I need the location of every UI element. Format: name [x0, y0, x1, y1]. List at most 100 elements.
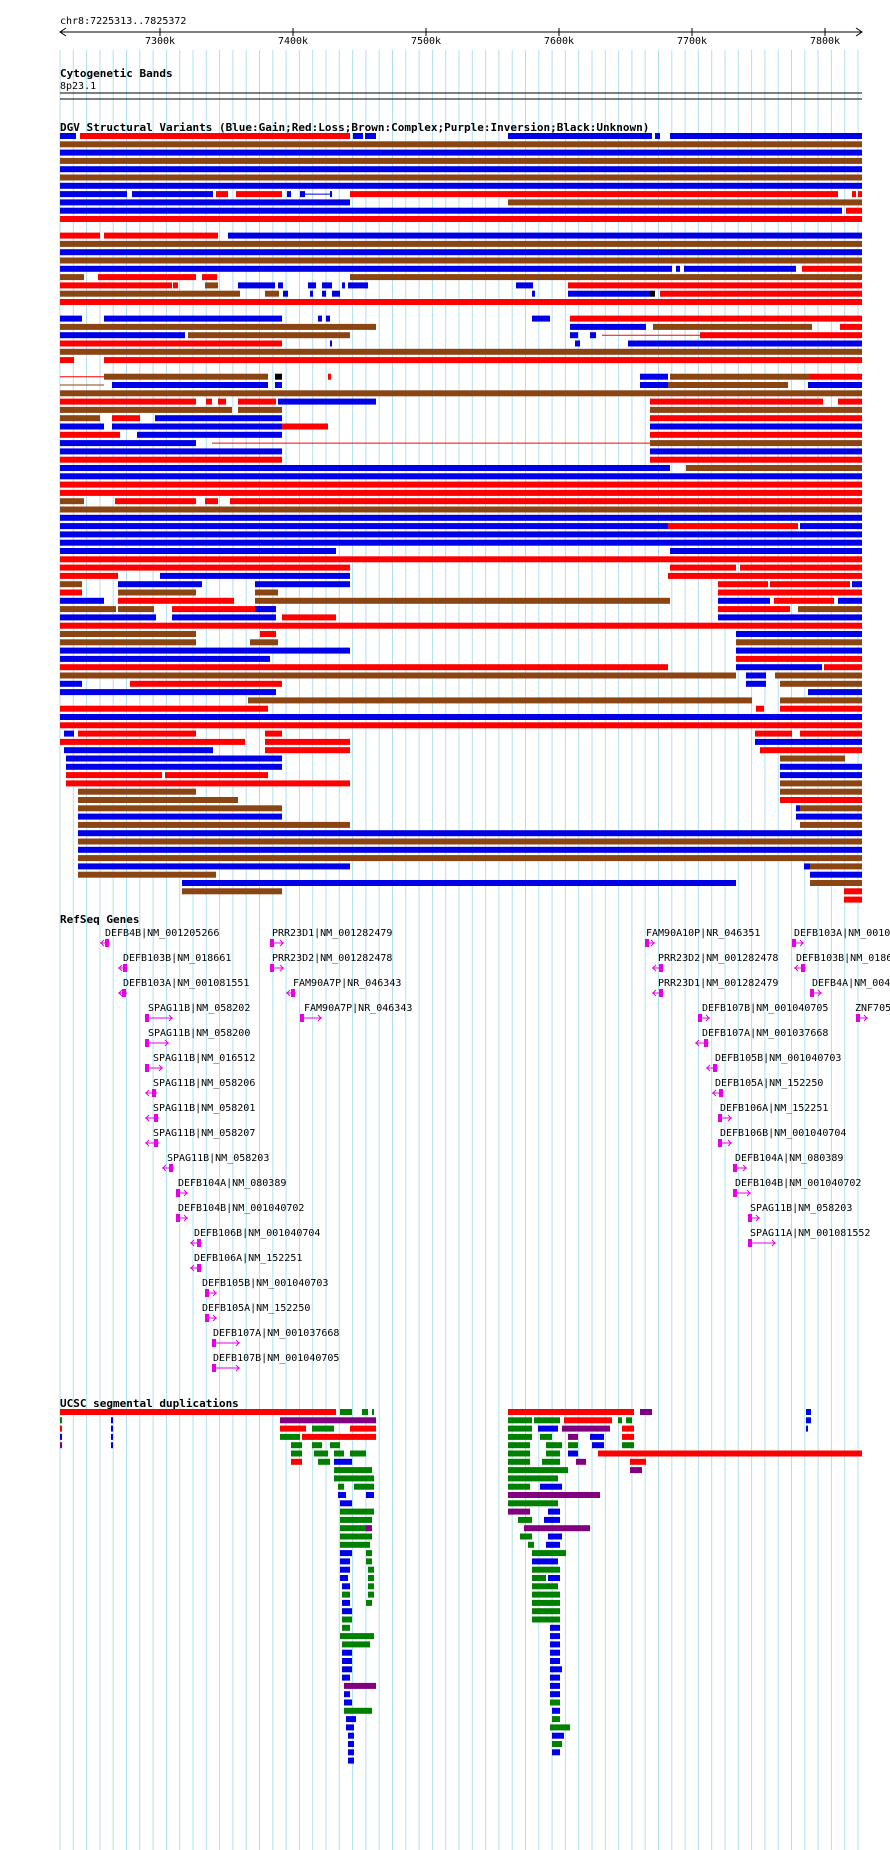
loss-variant: [668, 572, 862, 579]
unknown-variant: [650, 290, 655, 297]
gene-exon: [270, 964, 274, 972]
segdup-green: [342, 1616, 352, 1623]
loss-variant: [780, 797, 862, 803]
segdup-blue: [340, 1575, 348, 1581]
gain-variant: [64, 730, 74, 737]
gene-label: SPAG11B|NM_058207: [153, 1128, 255, 1139]
gene-label: DEFB104A|NM_080389: [735, 1153, 843, 1164]
gain-variant: [66, 755, 282, 762]
segdup-green: [334, 1450, 344, 1457]
gene-label: DEFB103A|NM_0010: [794, 928, 890, 939]
gene-exon: [145, 1064, 149, 1072]
loss-variant: [350, 191, 838, 198]
segdup-green: [508, 1433, 532, 1440]
segdup-green: [340, 1533, 372, 1540]
segdup-blue: [540, 1483, 562, 1490]
gain-variant: [60, 315, 82, 322]
gene-label: SPAG11B|NM_058203: [750, 1203, 852, 1214]
refseq-track[interactable]: RefSeq Genes DEFB4B|NM_001205266 DEFB103…: [60, 913, 890, 1372]
gain-variant: [118, 581, 202, 588]
strand-arrow-icon: [183, 1189, 188, 1197]
complex-variant: [255, 597, 670, 604]
segdup-green: [354, 1483, 374, 1490]
complex-variant: [60, 406, 232, 413]
gain-variant: [60, 539, 862, 546]
gain-variant: [640, 373, 668, 380]
loss-variant: [172, 606, 276, 613]
gain-variant: [322, 282, 332, 289]
gene-label: DEFB103B|NM_018661: [123, 953, 231, 964]
segdup-green: [508, 1458, 530, 1465]
strand-arrow-icon: [771, 1239, 776, 1247]
gain-variant: [60, 647, 350, 654]
gene-label: SPAG11A|NM_001081552: [750, 1228, 870, 1239]
gene-label: DEFB103A|NM_001081551: [123, 978, 249, 989]
tick-label: 7600k: [544, 36, 574, 47]
segdup-track[interactable]: UCSC segmental duplications: [60, 1397, 862, 1764]
complex-variant: [780, 788, 862, 795]
segdup-blue: [342, 1674, 350, 1681]
gene-glyphs[interactable]: [100, 939, 868, 1372]
gain-variant: [278, 282, 283, 289]
loss-variant: [80, 133, 350, 139]
segdup-features[interactable]: [60, 1409, 862, 1764]
complex-variant: [810, 880, 862, 886]
gain-variant: [326, 315, 330, 322]
segdup-green: [626, 1417, 632, 1424]
complex-variant: [255, 589, 278, 596]
gene-label: ZNF705: [855, 1003, 890, 1014]
dgv-features[interactable]: [60, 133, 862, 903]
gain-variant: [228, 232, 272, 239]
gene-label: SPAG11B|NM_058201: [153, 1103, 255, 1114]
gain-variant: [516, 282, 533, 289]
segdup-blue: [550, 1624, 560, 1631]
segdup-green: [366, 1550, 372, 1557]
gene-label: PRR23D1|NM_001282479: [272, 928, 392, 939]
gain-variant: [60, 614, 156, 621]
loss-variant: [60, 282, 172, 289]
complex-variant: [60, 257, 862, 264]
gain-variant: [353, 133, 363, 139]
segdup-green: [518, 1516, 532, 1523]
gain-variant: [78, 830, 862, 837]
strand-arrow-icon: [746, 1189, 751, 1197]
loss-variant: [650, 415, 862, 422]
segdup-green: [368, 1591, 374, 1598]
cytoband-track[interactable]: Cytogenetic Bands 8p23.1: [60, 67, 862, 100]
gain-variant: [60, 548, 336, 554]
loss-variant: [260, 631, 276, 637]
gain-variant: [112, 423, 282, 430]
complex-variant: [810, 863, 862, 870]
loss-variant: [650, 431, 862, 438]
gain-variant: [60, 149, 862, 156]
strand-arrow-icon: [705, 1014, 710, 1022]
loss-variant: [104, 357, 862, 364]
gain-variant: [532, 290, 535, 297]
segdup-green: [340, 1525, 370, 1532]
gene-exon: [212, 1339, 216, 1347]
gain-variant: [736, 647, 862, 654]
gain-variant: [330, 191, 332, 198]
segdup-blue: [340, 1558, 350, 1565]
segdup-red: [622, 1433, 634, 1440]
gene-label: DEFB105A|NM_152250: [715, 1078, 823, 1089]
segdup-green: [368, 1566, 374, 1573]
gain-variant: [780, 772, 862, 779]
segdup-blue: [546, 1541, 560, 1548]
segdup-green: [534, 1417, 560, 1424]
segdup-red: [350, 1425, 376, 1432]
gain-variant: [508, 133, 652, 139]
loss-variant: [844, 896, 862, 903]
strand-arrow-icon: [695, 1039, 700, 1047]
gain-variant: [60, 523, 668, 530]
gain-variant: [330, 340, 332, 347]
coordinate-ruler: chr8:7225313..7825372 7300k 7400k 7500k …: [59, 16, 863, 47]
segdup-blue: [366, 1492, 374, 1498]
complex-variant: [780, 697, 862, 704]
dgv-track[interactable]: DGV Structural Variants (Blue:Gain;Red:L…: [60, 121, 862, 903]
segdup-green: [532, 1616, 560, 1623]
segdup-blue: [348, 1732, 354, 1739]
segdup-blue: [550, 1633, 560, 1640]
loss-variant: [756, 705, 764, 712]
